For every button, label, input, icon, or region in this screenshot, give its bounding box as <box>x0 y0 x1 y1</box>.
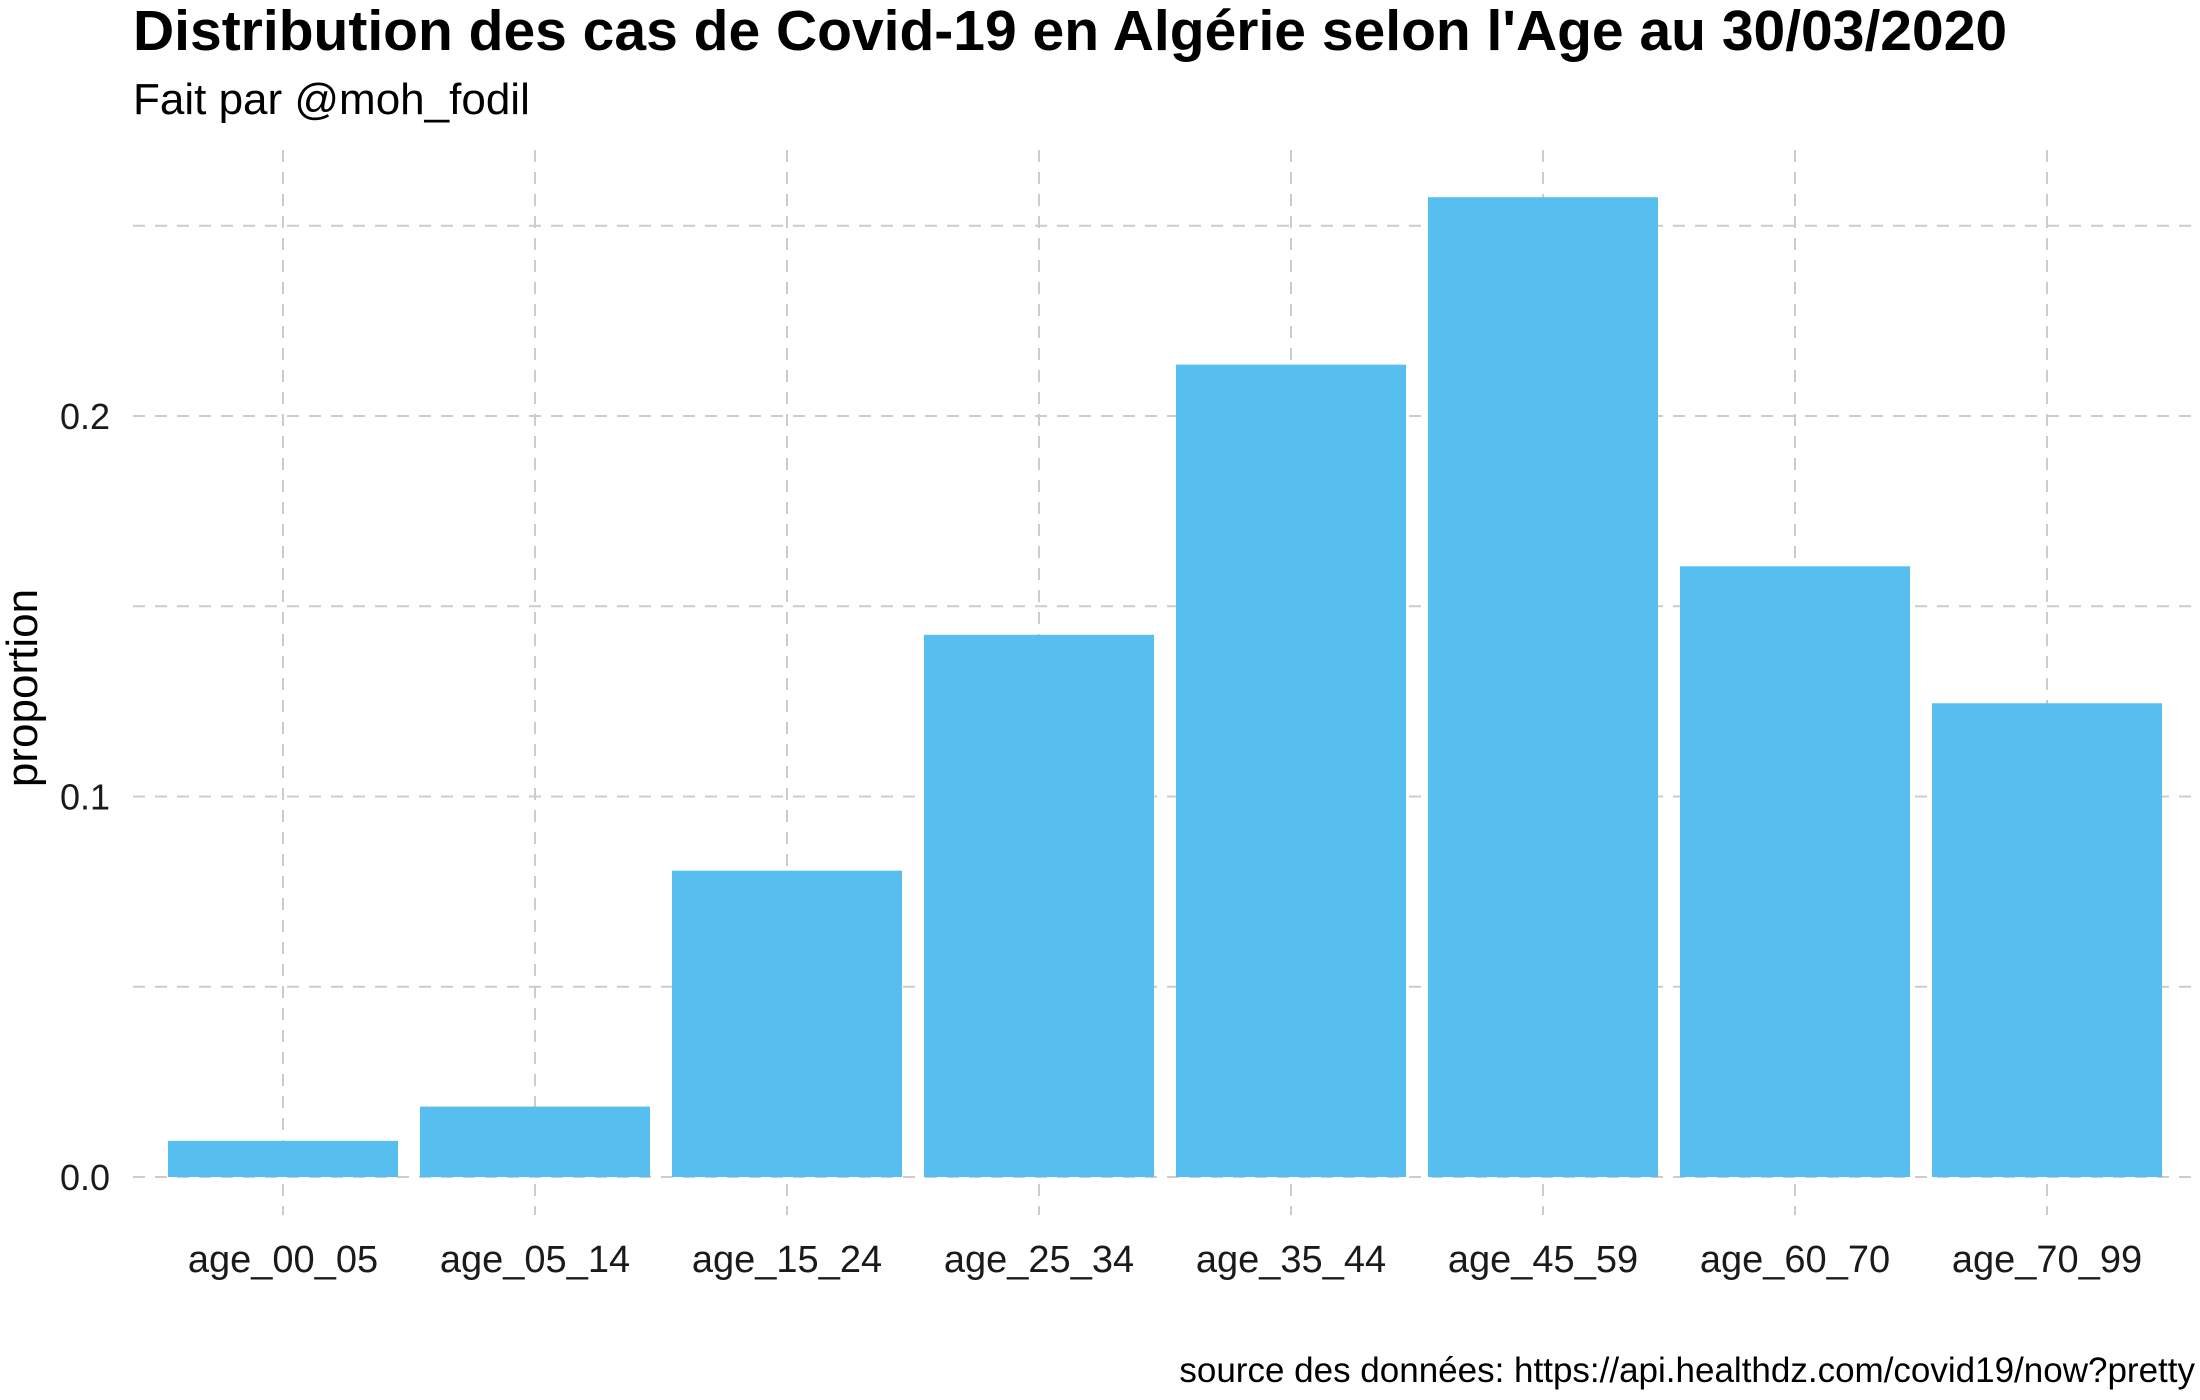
x-axis-ticks: age_00_05 age_05_14 age_15_24 age_25_34 age_… <box>188 1239 2142 1281</box>
x-tick-label: age_05_14 <box>440 1239 630 1281</box>
bar-age_35_44 <box>1176 364 1406 1177</box>
bar-age_05_14 <box>420 1106 650 1177</box>
chart-subtitle: Fait par @moh_fodil <box>133 75 530 124</box>
chart-caption: source des données: https://api.healthdz… <box>1179 1351 2195 1390</box>
x-tick-label: age_70_99 <box>1952 1239 2142 1281</box>
y-tick-label: 0.1 <box>60 777 110 818</box>
bar-age_00_05 <box>168 1140 398 1177</box>
bars <box>168 197 2162 1177</box>
y-tick-label: 0.0 <box>60 1157 110 1198</box>
bar-age_25_34 <box>924 634 1154 1177</box>
x-tick-label: age_25_34 <box>944 1239 1134 1281</box>
bar-age_70_99 <box>1932 703 2162 1177</box>
x-tick-label: age_15_24 <box>692 1239 882 1281</box>
bar-age_45_59 <box>1428 197 1658 1177</box>
y-axis-label: proportion <box>0 589 47 787</box>
x-tick-label: age_60_70 <box>1700 1239 1890 1281</box>
chart-title: Distribution des cas de Covid-19 en Algé… <box>133 0 2008 63</box>
x-tick-label: age_00_05 <box>188 1239 378 1281</box>
bar-age_60_70 <box>1680 566 1910 1177</box>
y-axis-ticks: 0.0 0.1 0.2 <box>60 396 110 1198</box>
bar-age_15_24 <box>672 870 902 1177</box>
x-tick-label: age_35_44 <box>1196 1239 1386 1281</box>
x-tick-label: age_45_59 <box>1448 1239 1638 1281</box>
y-tick-label: 0.2 <box>60 396 110 437</box>
